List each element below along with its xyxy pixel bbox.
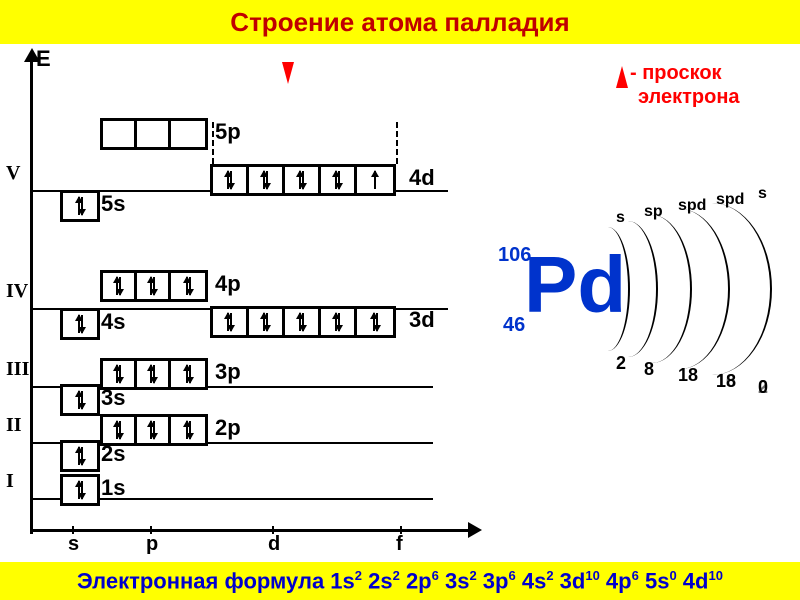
energy-level-label: III [6, 358, 29, 381]
orbital-box [285, 167, 321, 193]
orbital-row-4s [60, 308, 100, 340]
orbital-box [357, 309, 393, 335]
orbital-box [137, 273, 171, 299]
legend-line2: электрона [638, 86, 740, 109]
orbital-box [171, 417, 205, 443]
energy-level-label: I [6, 470, 14, 493]
orbital-label: 4s [101, 309, 125, 335]
orbital-label: 2p [215, 415, 241, 441]
orbital-box [137, 121, 171, 147]
orbital-label: 4p [215, 271, 241, 297]
element-z: 46 [503, 314, 525, 337]
orbital-box [63, 193, 97, 219]
formula-text: Электронная формула 1s2 2s2 2p6 3s2 3p6 … [77, 568, 723, 594]
orbital-box [63, 477, 97, 503]
orbital-box [103, 361, 137, 387]
orbital-box [249, 167, 285, 193]
orbital-box [285, 309, 321, 335]
energy-level-label: IV [6, 280, 28, 303]
orbital-box [321, 167, 357, 193]
orbital-box [213, 167, 249, 193]
orbital-box [137, 361, 171, 387]
diagram-canvas: E spdf IIIIIIIVV 1s2s2p3s3p4s3d4p5s4d5p … [0, 44, 800, 562]
orbital-box [171, 361, 205, 387]
dashed-guide [396, 122, 398, 164]
orbital-row-3p [100, 358, 208, 390]
orbital-row-2s [60, 440, 100, 472]
orbital-row-2p [100, 414, 208, 446]
orbital-box [171, 273, 205, 299]
page-title: Строение атома палладия [230, 7, 569, 38]
red-arrow-icon [616, 66, 628, 88]
orbital-row-5s [60, 190, 100, 222]
orbital-row-4p [100, 270, 208, 302]
orbital-box [171, 121, 205, 147]
orbital-box [249, 309, 285, 335]
shell-count-overlay: 2 [758, 377, 768, 398]
x-axis [30, 529, 470, 532]
orbital-label: 4d [409, 165, 435, 191]
orbital-box [321, 309, 357, 335]
red-arrow-icon [282, 62, 294, 84]
x-tick-label: p [146, 533, 158, 556]
energy-level-label: II [6, 414, 22, 437]
orbital-row-3s [60, 384, 100, 416]
orbital-box [103, 121, 137, 147]
orbital-label: 5s [101, 191, 125, 217]
y-axis [30, 54, 33, 534]
x-tick-label: f [396, 533, 403, 556]
y-axis-label: E [36, 46, 51, 72]
orbital-row-1s [60, 474, 100, 506]
orbital-box [63, 311, 97, 337]
orbital-row-3d [210, 306, 396, 338]
energy-level-label: V [6, 162, 20, 185]
orbital-label: 3p [215, 359, 241, 385]
shell-sublabel: s [758, 185, 767, 203]
orbital-box [137, 417, 171, 443]
orbital-box [63, 443, 97, 469]
orbital-row-5p [100, 118, 208, 150]
legend-line1: - проскок [630, 62, 722, 85]
element-mass: 106 [498, 244, 531, 267]
formula-band: Электронная формула 1s2 2s2 2p6 3s2 3p6 … [0, 562, 800, 600]
title-band: Строение атома палладия [0, 0, 800, 44]
orbital-label: 5p [215, 119, 241, 145]
x-tick-label: s [68, 533, 79, 556]
orbital-box [103, 273, 137, 299]
orbital-box [63, 387, 97, 413]
orbital-box [213, 309, 249, 335]
x-axis-arrow [468, 522, 482, 538]
orbital-row-4d [210, 164, 396, 196]
orbital-box [103, 417, 137, 443]
dashed-guide [212, 122, 214, 164]
orbital-box [357, 167, 393, 193]
orbital-label: 1s [101, 475, 125, 501]
x-tick-label: d [268, 533, 280, 556]
shell-arc [652, 203, 772, 375]
orbital-label: 3d [409, 307, 435, 333]
